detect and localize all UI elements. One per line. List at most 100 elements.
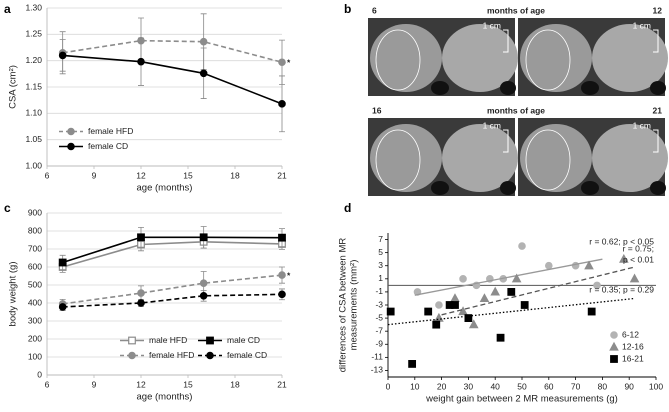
y-tick-label: 1.10 <box>25 108 42 118</box>
legend-label: female HFD <box>88 126 133 136</box>
marker <box>199 233 208 242</box>
y-tick-label: 200 <box>28 333 42 343</box>
stat-label: r = 0.35; p = 0.29 <box>589 285 654 295</box>
stat-label: p < 0.01 <box>623 254 654 264</box>
marker <box>468 319 479 329</box>
x-tick-label: 30 <box>464 381 474 391</box>
y-tick-label: 1.30 <box>25 2 42 12</box>
marker <box>137 57 145 66</box>
marker <box>137 289 145 297</box>
x-axis-label: weight gain between 2 MR measurements (g… <box>425 394 618 405</box>
series-line <box>62 39 283 64</box>
marker <box>610 355 618 363</box>
x-tick-label: 12 <box>136 379 146 389</box>
marker <box>434 312 444 322</box>
x-tick-label: 40 <box>490 381 500 391</box>
y-tick-label: 5 <box>378 247 383 257</box>
marker <box>496 333 505 342</box>
y-tick-label: 600 <box>28 261 42 271</box>
y-tick-label: -5 <box>375 312 383 322</box>
series-line <box>62 293 283 308</box>
legend-label: 6-12 <box>622 329 639 339</box>
tissue <box>442 124 518 192</box>
image-caption: 12 <box>653 5 663 15</box>
trend-line <box>441 266 635 316</box>
stat-label: r = 0.75; <box>623 243 654 253</box>
y-tick-label: 7 <box>378 234 383 244</box>
y-tick-label: 400 <box>28 297 42 307</box>
marker <box>450 293 460 303</box>
tissue <box>520 124 592 192</box>
legend-label: 16-21 <box>622 353 644 363</box>
y-axis-label: differences of CSA between MR <box>338 238 349 373</box>
panel-label: b <box>344 2 351 16</box>
marker <box>587 307 596 316</box>
y-tick-label: 900 <box>28 207 42 217</box>
y-tick-label: -13 <box>371 365 384 375</box>
marker <box>609 341 619 351</box>
marker <box>408 360 417 368</box>
marker <box>278 100 286 108</box>
legend-marker <box>128 351 136 360</box>
x-tick-label: 6 <box>45 170 50 180</box>
marker <box>479 293 490 303</box>
scale-bar <box>503 29 509 53</box>
y-tick-label: 1.25 <box>25 29 42 39</box>
marker <box>584 260 594 270</box>
muscle-outline <box>375 129 421 191</box>
x-tick-label: 6 <box>45 379 50 389</box>
x-tick-label: 70 <box>571 381 581 391</box>
marker <box>278 233 286 242</box>
tissue <box>592 24 668 92</box>
y-tick-label: 0 <box>37 369 42 379</box>
legend-label: male CD <box>227 335 260 345</box>
marker <box>518 242 526 250</box>
x-axis-label: age (months) <box>137 183 193 194</box>
marker <box>199 69 208 78</box>
marker <box>58 303 67 311</box>
marker <box>459 275 467 283</box>
image-caption: 16 <box>372 105 382 115</box>
legend-label: female CD <box>227 350 267 360</box>
tissue <box>370 24 442 92</box>
y-tick-label: -9 <box>375 339 383 349</box>
y-tick-label: 1.20 <box>25 55 42 65</box>
marker <box>58 51 67 60</box>
x-tick-label: 15 <box>183 379 193 389</box>
legend-label: 12-16 <box>622 341 644 351</box>
marker <box>451 301 459 309</box>
annotation: * <box>287 57 291 67</box>
x-tick-label: 21 <box>277 170 287 180</box>
trend-line <box>387 297 635 326</box>
x-tick-label: 80 <box>598 381 608 391</box>
muscle-outline <box>525 129 571 191</box>
x-tick-label: 21 <box>277 379 287 389</box>
image-caption: 6 <box>372 5 377 15</box>
tissue <box>370 124 442 192</box>
scale-label: 1 cm <box>633 120 651 130</box>
bone <box>581 181 599 195</box>
marker <box>490 286 501 296</box>
x-tick-label: 9 <box>92 170 97 180</box>
bone <box>581 81 599 95</box>
x-tick-label: 9 <box>92 379 97 389</box>
x-axis-label: age (months) <box>137 392 193 403</box>
legend-marker <box>67 127 75 136</box>
legend-marker <box>206 336 214 345</box>
marker <box>464 314 473 322</box>
bone <box>650 181 666 195</box>
marker <box>458 306 468 316</box>
marker <box>199 37 208 46</box>
bone <box>431 181 449 195</box>
muscle-outline <box>375 29 421 91</box>
panel-label: c <box>4 201 11 215</box>
marker <box>432 320 441 329</box>
series-line <box>62 236 283 264</box>
series-line <box>62 240 283 268</box>
marker <box>610 331 618 339</box>
y-tick-label: 1.05 <box>25 134 42 144</box>
scale-bar <box>503 129 509 153</box>
y-tick-label: -7 <box>375 325 383 335</box>
marker <box>544 261 553 270</box>
